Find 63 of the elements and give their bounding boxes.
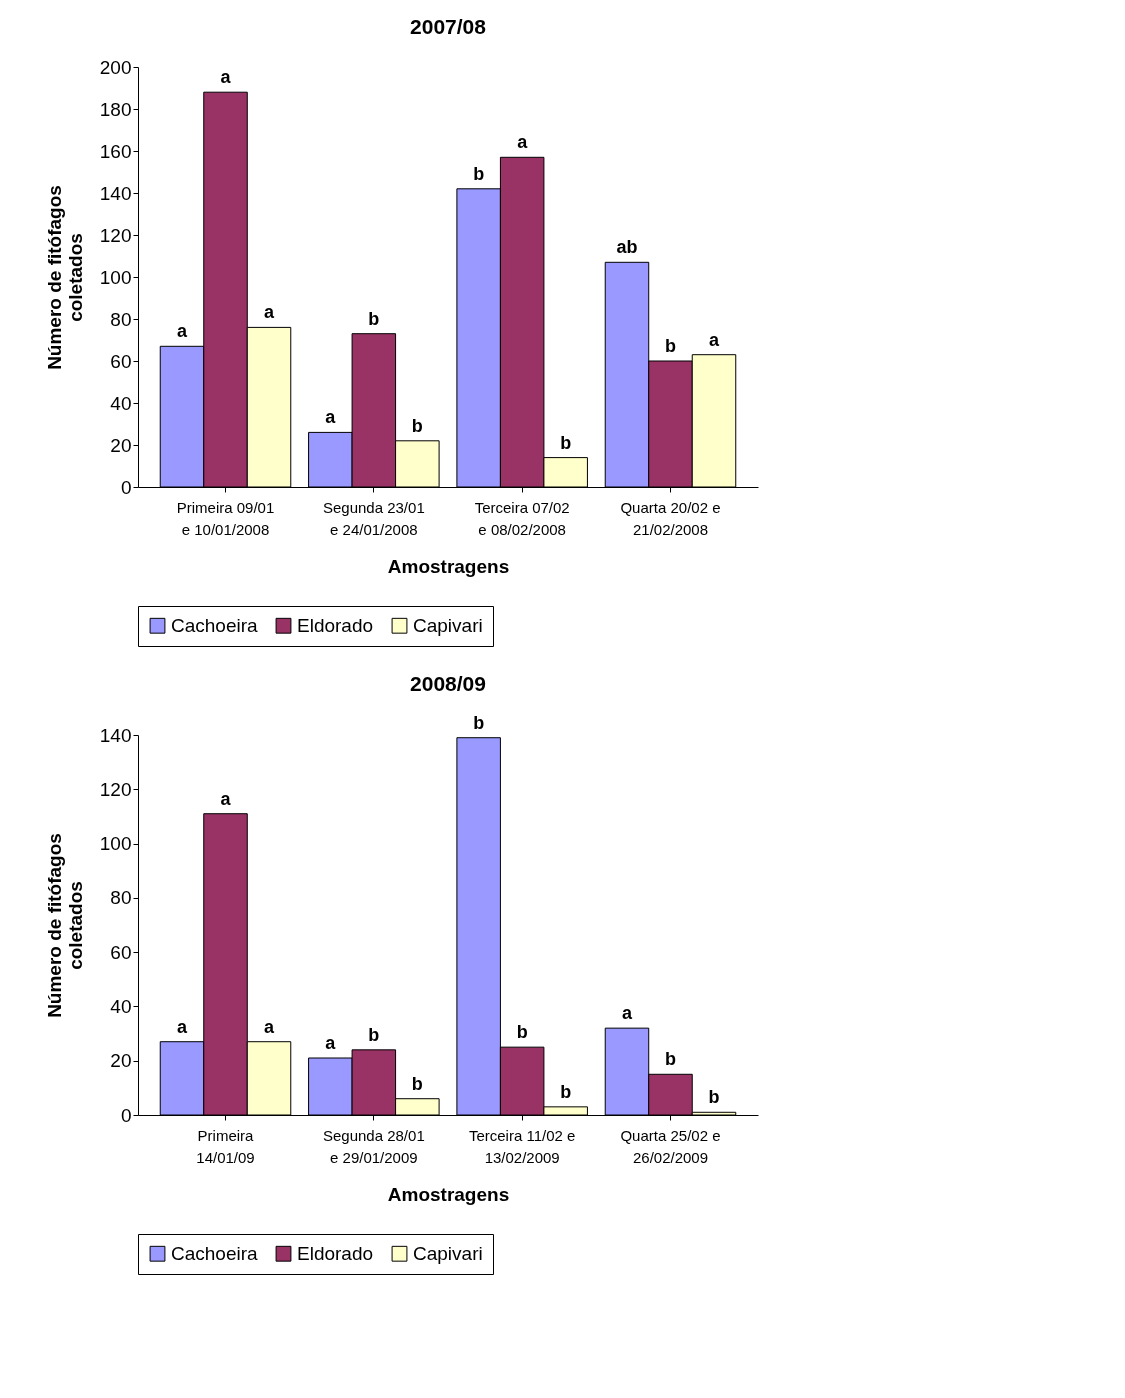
y-tick-label: 40: [110, 392, 132, 414]
data-label: b: [411, 415, 423, 436]
y-tick-label: 60: [110, 350, 132, 372]
data-label: a: [708, 329, 720, 350]
data-label: a: [220, 788, 232, 809]
legend-label: Capivari: [413, 614, 483, 636]
data-label: a: [177, 1016, 188, 1037]
chart-title: 2008/09: [410, 671, 486, 695]
data-label: ab: [616, 237, 638, 258]
y-tick-label: 160: [99, 140, 132, 162]
data-label: a: [517, 132, 529, 153]
chart-title: 2007/08: [410, 15, 487, 38]
data-label: a: [325, 407, 337, 428]
y-tick-label: 100: [99, 266, 132, 288]
x-tick-label: Terceira 11/02 e 13/02/2009: [468, 1126, 576, 1166]
x-axis-title: Amostragens: [387, 555, 510, 577]
legend-label: Cachoeira: [171, 614, 259, 636]
y-tick-label: 0: [120, 1104, 132, 1126]
x-tick-label: Primeira 14/01/09: [196, 1126, 255, 1166]
y-tick-label: 80: [110, 308, 132, 330]
y-tick-label: 60: [110, 941, 132, 963]
data-label: a: [220, 67, 232, 88]
x-tick-label: Quarta 20/02 e 21/02/2008: [620, 498, 721, 538]
y-tick-label: 100: [99, 833, 132, 855]
y-tick-label: 0: [120, 476, 132, 498]
y-tick-label: 120: [99, 778, 132, 800]
y-tick-label: 40: [110, 995, 132, 1017]
legend-label: Capivari: [413, 1242, 483, 1264]
data-label: b: [664, 336, 676, 356]
legend-label: Cachoeira: [171, 1242, 259, 1264]
data-label: a: [264, 302, 276, 323]
y-tick-label: 140: [99, 182, 132, 204]
data-label: b: [560, 1081, 572, 1102]
y-tick-label: 120: [99, 224, 132, 246]
x-axis-title: Amostragens: [387, 1183, 510, 1205]
data-label: b: [664, 1049, 676, 1070]
data-label: a: [325, 1033, 337, 1053]
data-label: b: [708, 1087, 720, 1108]
data-label: b: [368, 1024, 380, 1045]
y-tick-label: 20: [110, 1050, 132, 1072]
data-label: b: [560, 432, 572, 453]
legend-label: Eldorado: [297, 1242, 374, 1264]
data-label: a: [177, 321, 188, 342]
data-label: b: [516, 1022, 528, 1043]
y-axis-title: Número de fitófagos coletados: [43, 185, 86, 370]
y-tick-label: 140: [99, 724, 132, 746]
y-axis-title: Número de fitófagos coletados: [43, 833, 86, 1018]
data-label: b: [411, 1073, 423, 1094]
data-label: b: [473, 163, 485, 184]
y-tick-label: 200: [99, 56, 132, 78]
y-tick-label: 180: [99, 98, 132, 120]
data-label: a: [264, 1016, 276, 1037]
x-tick-label: Primeira 09/01 e 10/01/2008: [176, 498, 275, 538]
data-label: b: [473, 712, 485, 733]
data-label: a: [621, 1003, 633, 1024]
x-tick-label: Terceira 07/02 e 08/02/2008: [474, 498, 570, 538]
y-tick-label: 20: [110, 434, 132, 456]
x-tick-label: Quarta 25/02 e 26/02/2009: [620, 1126, 721, 1166]
x-tick-label: Segunda 23/01 e 24/01/2008: [322, 498, 425, 538]
legend-label: Eldorado: [297, 614, 374, 636]
x-tick-label: Segunda 28/01 e 29/01/2009: [322, 1126, 425, 1166]
data-label: b: [368, 308, 380, 329]
y-tick-label: 80: [110, 887, 132, 909]
